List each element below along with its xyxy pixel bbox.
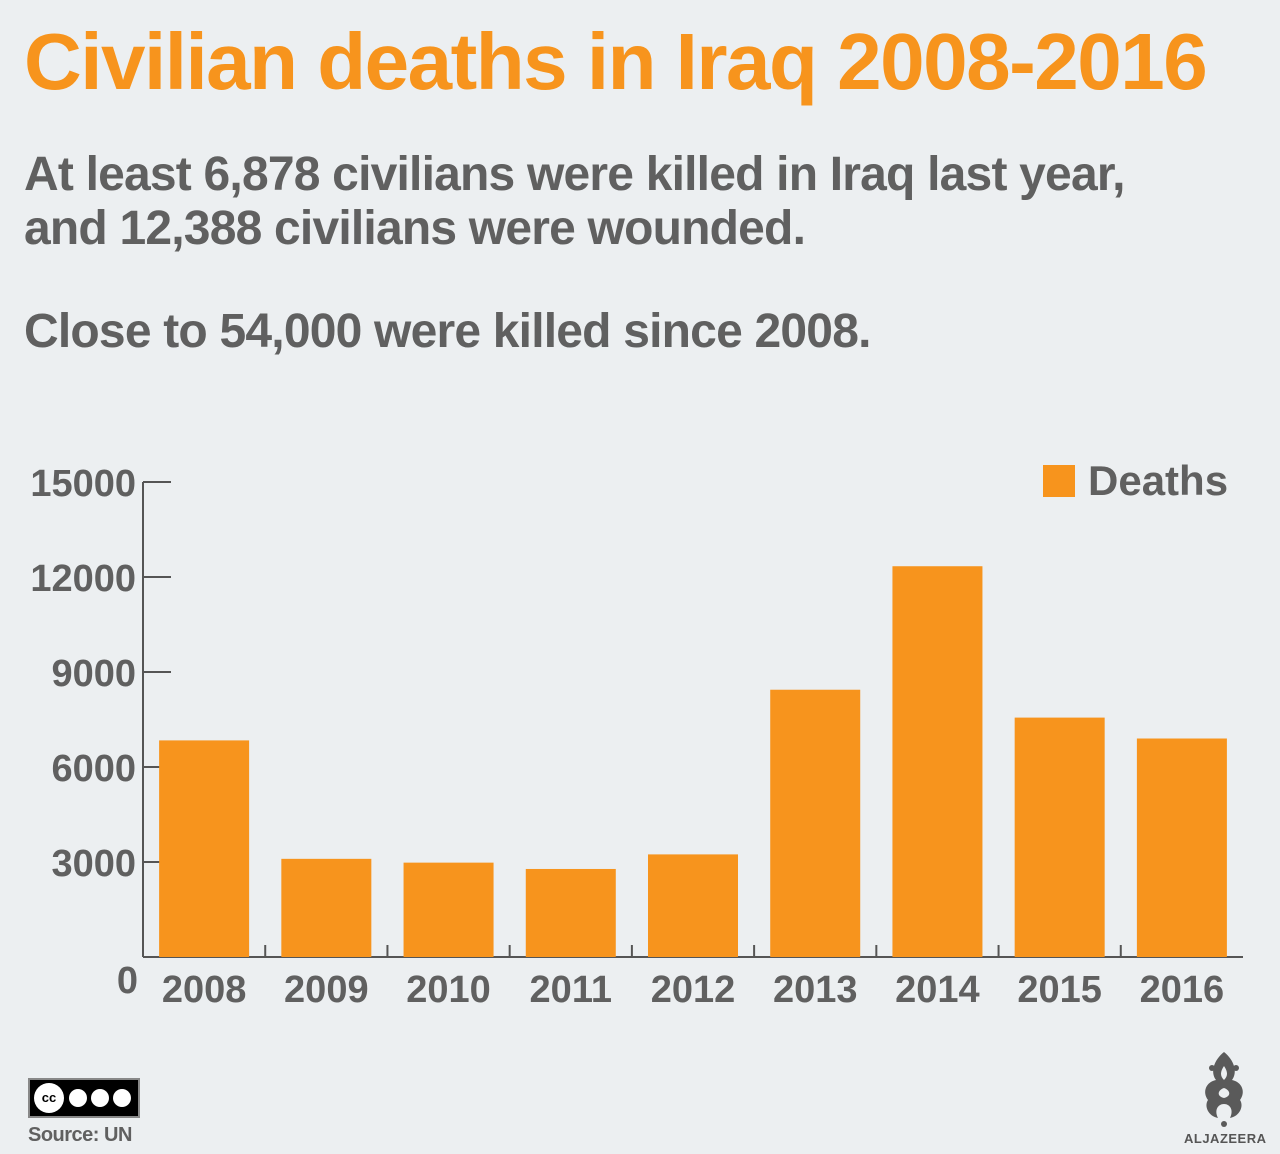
x-tick-label: 2011	[530, 969, 612, 1011]
legend-label: Deaths	[1088, 457, 1228, 504]
aljazeera-logo: ALJAZEERA	[1184, 1046, 1267, 1146]
bar-2011	[525, 868, 616, 957]
chart-subtitle: At least 6,878 civilians were killed in …	[24, 148, 1125, 256]
x-tick-label: 2013	[773, 969, 858, 1011]
y-tick-label: 3000	[51, 843, 136, 885]
chart-title: Civilian deaths in Iraq 2008-2016	[24, 17, 1208, 106]
subtitle-line-3: Close to 54,000 were killed since 2008.	[24, 305, 871, 358]
bar-2008	[159, 740, 250, 957]
source-label: Source: UN	[28, 1124, 132, 1146]
x-tick-label: 2015	[1017, 969, 1102, 1011]
x-tick-label: 2012	[651, 969, 736, 1011]
subtitle-line-1: At least 6,878 civilians were killed in …	[24, 148, 1125, 201]
bar-2010	[403, 862, 494, 957]
bar-2013	[770, 689, 861, 957]
x-tick-label: 2009	[284, 969, 369, 1011]
bar-2009	[281, 858, 372, 957]
subtitle-line-2: and 12,388 civilians were wounded.	[24, 202, 806, 255]
legend-swatch	[1043, 465, 1075, 497]
bar-2016	[1136, 738, 1227, 957]
bar-2014	[892, 566, 983, 957]
x-tick-label: 2016	[1140, 969, 1225, 1011]
y-tick-label: 9000	[51, 653, 136, 695]
aljazeera-logo-icon	[1205, 1052, 1243, 1127]
logo-text: ALJAZEERA	[1184, 1131, 1267, 1146]
bar-2015	[1014, 717, 1105, 957]
y-tick-label: 0	[117, 960, 138, 1002]
x-tick-label: 2014	[895, 969, 980, 1011]
x-tick-label: 2010	[406, 969, 491, 1011]
y-tick-label: 6000	[51, 748, 136, 790]
y-tick-label: 15000	[30, 463, 136, 505]
bar-chart: 0 3000 6000 9000 12000 15000 2008 2009 2010 2011 2…	[30, 457, 1243, 1011]
creative-commons-by-nc-sa-icon: cc	[28, 1078, 140, 1118]
y-tick-label: 12000	[30, 558, 136, 600]
x-tick-label: 2008	[162, 969, 247, 1011]
bar-2012	[648, 854, 738, 957]
